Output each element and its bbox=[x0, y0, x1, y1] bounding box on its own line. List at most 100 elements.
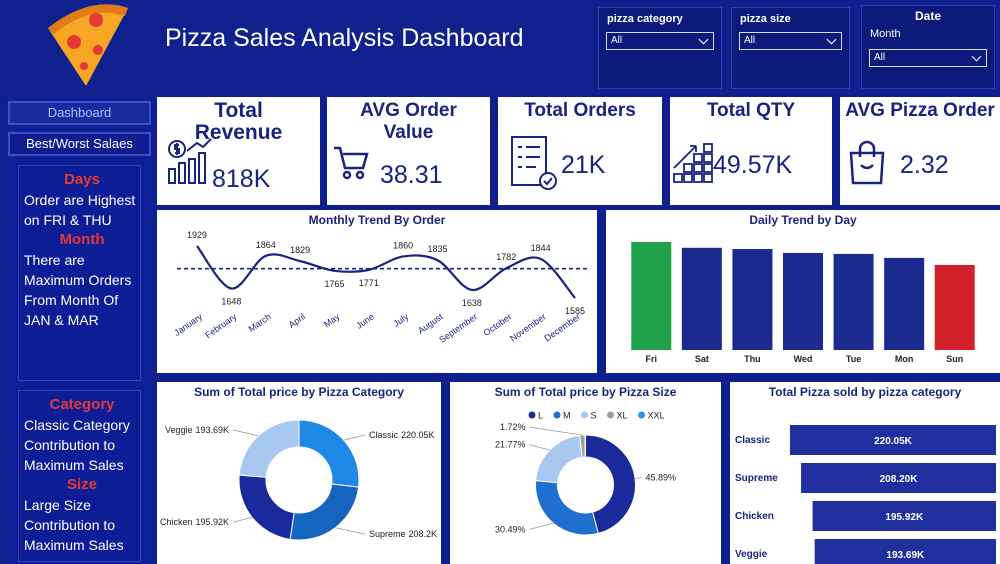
filter-label: pizza size bbox=[740, 13, 791, 25]
chart-title: Monthly Trend By Order bbox=[309, 213, 446, 227]
insight-text: There are Maximum Orders From Month Of J… bbox=[24, 252, 132, 328]
filter-label: pizza category bbox=[607, 13, 683, 25]
filter[interactable]: pizza category All bbox=[598, 7, 722, 89]
revenue-icon bbox=[168, 138, 212, 184]
kpi-card: AVG Pizza Order 2.32 bbox=[840, 97, 1000, 205]
data-label: 208.20K bbox=[880, 474, 919, 485]
insight-heading: Days bbox=[64, 171, 100, 188]
insight-heading: Size bbox=[66, 476, 97, 493]
leader-line bbox=[635, 477, 642, 479]
x-tick-label: Sat bbox=[695, 354, 709, 364]
data-label: 1771 bbox=[359, 278, 379, 288]
filter[interactable]: pizza size All bbox=[731, 7, 850, 89]
panel bbox=[450, 382, 721, 564]
data-label: 1929 bbox=[187, 230, 207, 240]
slice-value: 30.49% bbox=[495, 524, 526, 534]
slice-value: 45.89% bbox=[646, 473, 677, 483]
leader-line bbox=[343, 434, 366, 441]
data-label: 1638 bbox=[462, 298, 482, 308]
filter-title: Date bbox=[914, 9, 941, 23]
x-tick-label: Thu bbox=[744, 354, 761, 364]
bar bbox=[732, 249, 773, 350]
insight-box: Days Order are Highest on FRI & THU Mont… bbox=[18, 165, 141, 381]
slice-label: 21.77% bbox=[495, 440, 526, 450]
leader-line bbox=[232, 516, 253, 523]
insight-text: Classic Category Contribution to Maximum… bbox=[24, 417, 130, 473]
data-label: 1782 bbox=[496, 252, 516, 262]
data-label: 1585 bbox=[565, 306, 585, 316]
slice-category: Chicken bbox=[160, 517, 193, 527]
filter-label: Month bbox=[870, 28, 901, 40]
legend-label: M bbox=[563, 411, 571, 421]
slice-value: 195.92K bbox=[195, 517, 229, 527]
slice-label: Veggie 193.69K bbox=[165, 425, 229, 435]
kpi-value: 38.31 bbox=[380, 161, 443, 189]
slice-label: 45.89% bbox=[646, 473, 677, 483]
slice-label: Supreme 208.2K bbox=[369, 529, 437, 539]
slice-value: 193.69K bbox=[195, 425, 229, 435]
y-tick-label: Supreme bbox=[735, 473, 778, 484]
x-tick-label: Sun bbox=[946, 354, 963, 364]
slice-value: 1.72% bbox=[500, 422, 526, 432]
insight-heading: Category bbox=[49, 396, 115, 413]
donut-slice bbox=[585, 434, 636, 534]
bar bbox=[814, 539, 996, 564]
kpi-label: Total Revenue bbox=[194, 99, 283, 144]
data-label: 1765 bbox=[324, 279, 344, 289]
kpi-card: Total Revenue 818K bbox=[157, 97, 320, 205]
slice-label: Chicken 195.92K bbox=[160, 517, 229, 527]
bar bbox=[790, 425, 996, 455]
chart-title: Daily Trend by Day bbox=[749, 213, 857, 227]
data-label: 193.69K bbox=[886, 550, 925, 561]
dropdown[interactable]: All bbox=[869, 49, 987, 67]
y-tick-label: Classic bbox=[735, 435, 770, 446]
insight-text: Large Size Contribution to Maximum Sales bbox=[24, 497, 124, 553]
cart-icon bbox=[334, 146, 369, 180]
nav-button[interactable]: Dashboard bbox=[8, 101, 151, 125]
leader-line bbox=[232, 429, 259, 437]
donut-slice bbox=[238, 419, 300, 478]
dashboard-title: Pizza Sales Analysis Dashboard bbox=[165, 24, 524, 52]
slice-value: 21.77% bbox=[495, 440, 526, 450]
insight-text: Order are Highest on FRI & THU bbox=[24, 192, 136, 228]
x-tick-label: Wed bbox=[794, 354, 813, 364]
filter[interactable]: Date Month All bbox=[861, 5, 995, 89]
bar bbox=[812, 501, 996, 531]
kpi-value: 818K bbox=[212, 165, 271, 193]
x-tick-label: Tue bbox=[846, 354, 861, 364]
data-label: 1648 bbox=[221, 296, 241, 306]
dropdown[interactable]: All bbox=[606, 32, 714, 50]
y-tick-label: Veggie bbox=[735, 549, 768, 560]
dropdown[interactable]: All bbox=[739, 32, 842, 50]
slice-label: 1.72% bbox=[500, 422, 526, 432]
bar bbox=[884, 257, 925, 350]
bar bbox=[681, 247, 722, 350]
data-label: 1860 bbox=[393, 240, 413, 250]
pizza-icon bbox=[48, 4, 128, 86]
insight-heading: Month bbox=[59, 231, 105, 248]
kpi-label: Total QTY bbox=[706, 100, 796, 121]
data-label: 1864 bbox=[256, 240, 276, 250]
kpi-value: 2.32 bbox=[900, 151, 949, 179]
chart-title: Sum of Total price by Pizza Size bbox=[495, 385, 677, 399]
kpi-label: Total Orders bbox=[524, 100, 636, 121]
legend-swatch bbox=[553, 411, 561, 419]
insight-box: Category Classic Category Contribution t… bbox=[18, 390, 141, 562]
nav-button[interactable]: Best/Worst Salaes bbox=[8, 132, 151, 156]
panel bbox=[157, 210, 597, 373]
data-label: 1835 bbox=[428, 244, 448, 254]
kpi-label: AVG Pizza Order bbox=[845, 100, 995, 121]
leader-line bbox=[529, 522, 554, 530]
bag-icon bbox=[849, 140, 885, 185]
legend-swatch bbox=[607, 411, 615, 419]
bar bbox=[783, 253, 823, 350]
legend-label: S bbox=[591, 411, 597, 421]
kpi-card: Total QTY 49.57K bbox=[670, 97, 832, 205]
y-tick-label: Chicken bbox=[735, 511, 774, 522]
chart-title: Total Pizza sold by pizza category bbox=[769, 385, 962, 399]
slice-label: 30.49% bbox=[495, 524, 526, 534]
legend-label: XL bbox=[617, 411, 628, 421]
leader-line bbox=[529, 426, 583, 436]
